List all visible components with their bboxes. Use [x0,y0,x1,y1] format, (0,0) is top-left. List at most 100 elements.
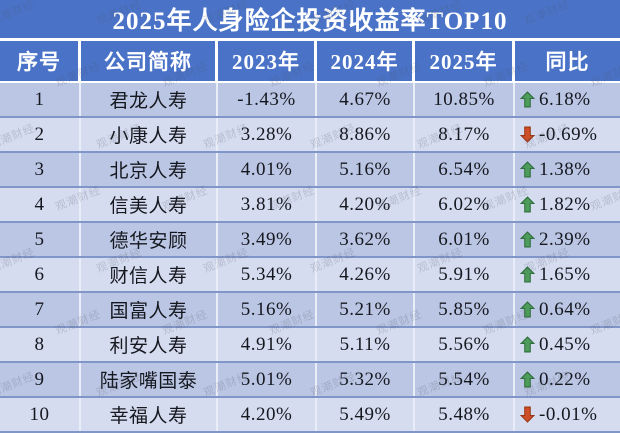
rank-cell: 4 [0,188,81,221]
y2024-cell: 5.49% [317,398,415,431]
yoy-cell: 2.39% [515,223,620,256]
yoy-cell: 0.45% [515,328,620,361]
y2025-cell: 5.48% [415,398,515,431]
y2024-cell: 4.26% [317,258,415,291]
y2023-cell: 3.28% [218,118,317,151]
y2023-cell: 5.34% [218,258,317,291]
yoy-value: 1.82% [539,193,591,215]
rank-cell: 2 [0,118,81,151]
rank-cell: 3 [0,153,81,186]
y2025-cell: 5.54% [415,363,515,396]
table-row: 6 财信人寿 5.34% 4.26% 5.91% 1.65% [0,258,620,293]
company-cell: 利安人寿 [81,328,218,361]
table-body: 1 君龙人寿 -1.43% 4.67% 10.85% 6.18% 2 小康人寿 … [0,83,620,433]
company-cell: 陆家嘴国泰 [81,363,218,396]
rank-cell: 1 [0,83,81,116]
table-header: 序号 公司简称 2023年 2024年 2025年 同比 [0,41,620,83]
y2025-cell: 8.17% [415,118,515,151]
yoy-cell: 0.22% [515,363,620,396]
y2024-cell: 5.21% [317,293,415,326]
yoy-cell: -0.01% [515,398,620,431]
y2023-cell: 4.20% [218,398,317,431]
yoy-value: 1.65% [539,263,591,285]
rank-cell: 6 [0,258,81,291]
table-title: 2025年人身险企投资收益率TOP10 [0,0,620,41]
yoy-cell: -0.69% [515,118,620,151]
table-row: 2 小康人寿 3.28% 8.86% 8.17% -0.69% [0,118,620,153]
company-cell: 小康人寿 [81,118,218,151]
column-header-company: 公司简称 [81,41,218,81]
y2023-cell: 3.49% [218,223,317,256]
table-row: 1 君龙人寿 -1.43% 4.67% 10.85% 6.18% [0,83,620,118]
table-row: 8 利安人寿 4.91% 5.11% 5.56% 0.45% [0,328,620,363]
column-header-2023: 2023年 [218,41,317,81]
y2023-cell: 5.01% [218,363,317,396]
rank-cell: 8 [0,328,81,361]
company-cell: 国富人寿 [81,293,218,326]
y2024-cell: 8.86% [317,118,415,151]
yoy-value: -0.69% [539,123,598,145]
y2023-cell: 5.16% [218,293,317,326]
table-row: 4 信美人寿 3.81% 4.20% 6.02% 1.82% [0,188,620,223]
table-row: 3 北京人寿 4.01% 5.16% 6.54% 1.38% [0,153,620,188]
y2023-cell: 3.81% [218,188,317,221]
trend-arrow-icon [518,90,537,109]
trend-arrow-icon [518,160,537,179]
company-cell: 君龙人寿 [81,83,218,116]
trend-arrow-icon [518,300,537,319]
yoy-value: 0.64% [539,298,591,320]
y2023-cell: 4.91% [218,328,317,361]
trend-arrow-icon [518,405,537,424]
y2024-cell: 4.67% [317,83,415,116]
company-cell: 财信人寿 [81,258,218,291]
rank-cell: 10 [0,398,81,431]
table-row: 9 陆家嘴国泰 5.01% 5.32% 5.54% 0.22% [0,363,620,398]
table-row: 10 幸福人寿 4.20% 5.49% 5.48% -0.01% [0,398,620,433]
table-row: 5 德华安顾 3.49% 3.62% 6.01% 2.39% [0,223,620,258]
company-cell: 北京人寿 [81,153,218,186]
trend-arrow-icon [518,335,537,354]
rank-cell: 9 [0,363,81,396]
y2024-cell: 3.62% [317,223,415,256]
y2024-cell: 5.32% [317,363,415,396]
trend-arrow-icon [518,125,537,144]
y2025-cell: 5.85% [415,293,515,326]
y2023-cell: 4.01% [218,153,317,186]
trend-arrow-icon [518,370,537,389]
y2025-cell: 6.01% [415,223,515,256]
company-cell: 幸福人寿 [81,398,218,431]
yoy-value: 0.45% [539,333,591,355]
yoy-value: 2.39% [539,228,591,250]
y2024-cell: 4.20% [317,188,415,221]
yoy-cell: 1.38% [515,153,620,186]
rank-cell: 5 [0,223,81,256]
trend-arrow-icon [518,230,537,249]
y2025-cell: 6.02% [415,188,515,221]
company-cell: 德华安顾 [81,223,218,256]
yoy-value: -0.01% [539,403,598,425]
y2025-cell: 6.54% [415,153,515,186]
y2023-cell: -1.43% [218,83,317,116]
yoy-cell: 1.65% [515,258,620,291]
y2025-cell: 5.56% [415,328,515,361]
column-header-rank: 序号 [0,41,81,81]
yoy-cell: 0.64% [515,293,620,326]
column-header-2024: 2024年 [317,41,415,81]
y2024-cell: 5.16% [317,153,415,186]
trend-arrow-icon [518,195,537,214]
y2024-cell: 5.11% [317,328,415,361]
y2025-cell: 5.91% [415,258,515,291]
yoy-value: 0.22% [539,368,591,390]
yoy-cell: 1.82% [515,188,620,221]
table-row: 7 国富人寿 5.16% 5.21% 5.85% 0.64% [0,293,620,328]
trend-arrow-icon [518,265,537,284]
company-cell: 信美人寿 [81,188,218,221]
rank-cell: 7 [0,293,81,326]
yoy-value: 1.38% [539,158,591,180]
column-header-yoy: 同比 [545,50,590,74]
yoy-cell: 6.18% [515,83,620,116]
column-header-2025: 2025年 [415,41,515,81]
yoy-value: 6.18% [539,88,591,110]
y2025-cell: 10.85% [415,83,515,116]
